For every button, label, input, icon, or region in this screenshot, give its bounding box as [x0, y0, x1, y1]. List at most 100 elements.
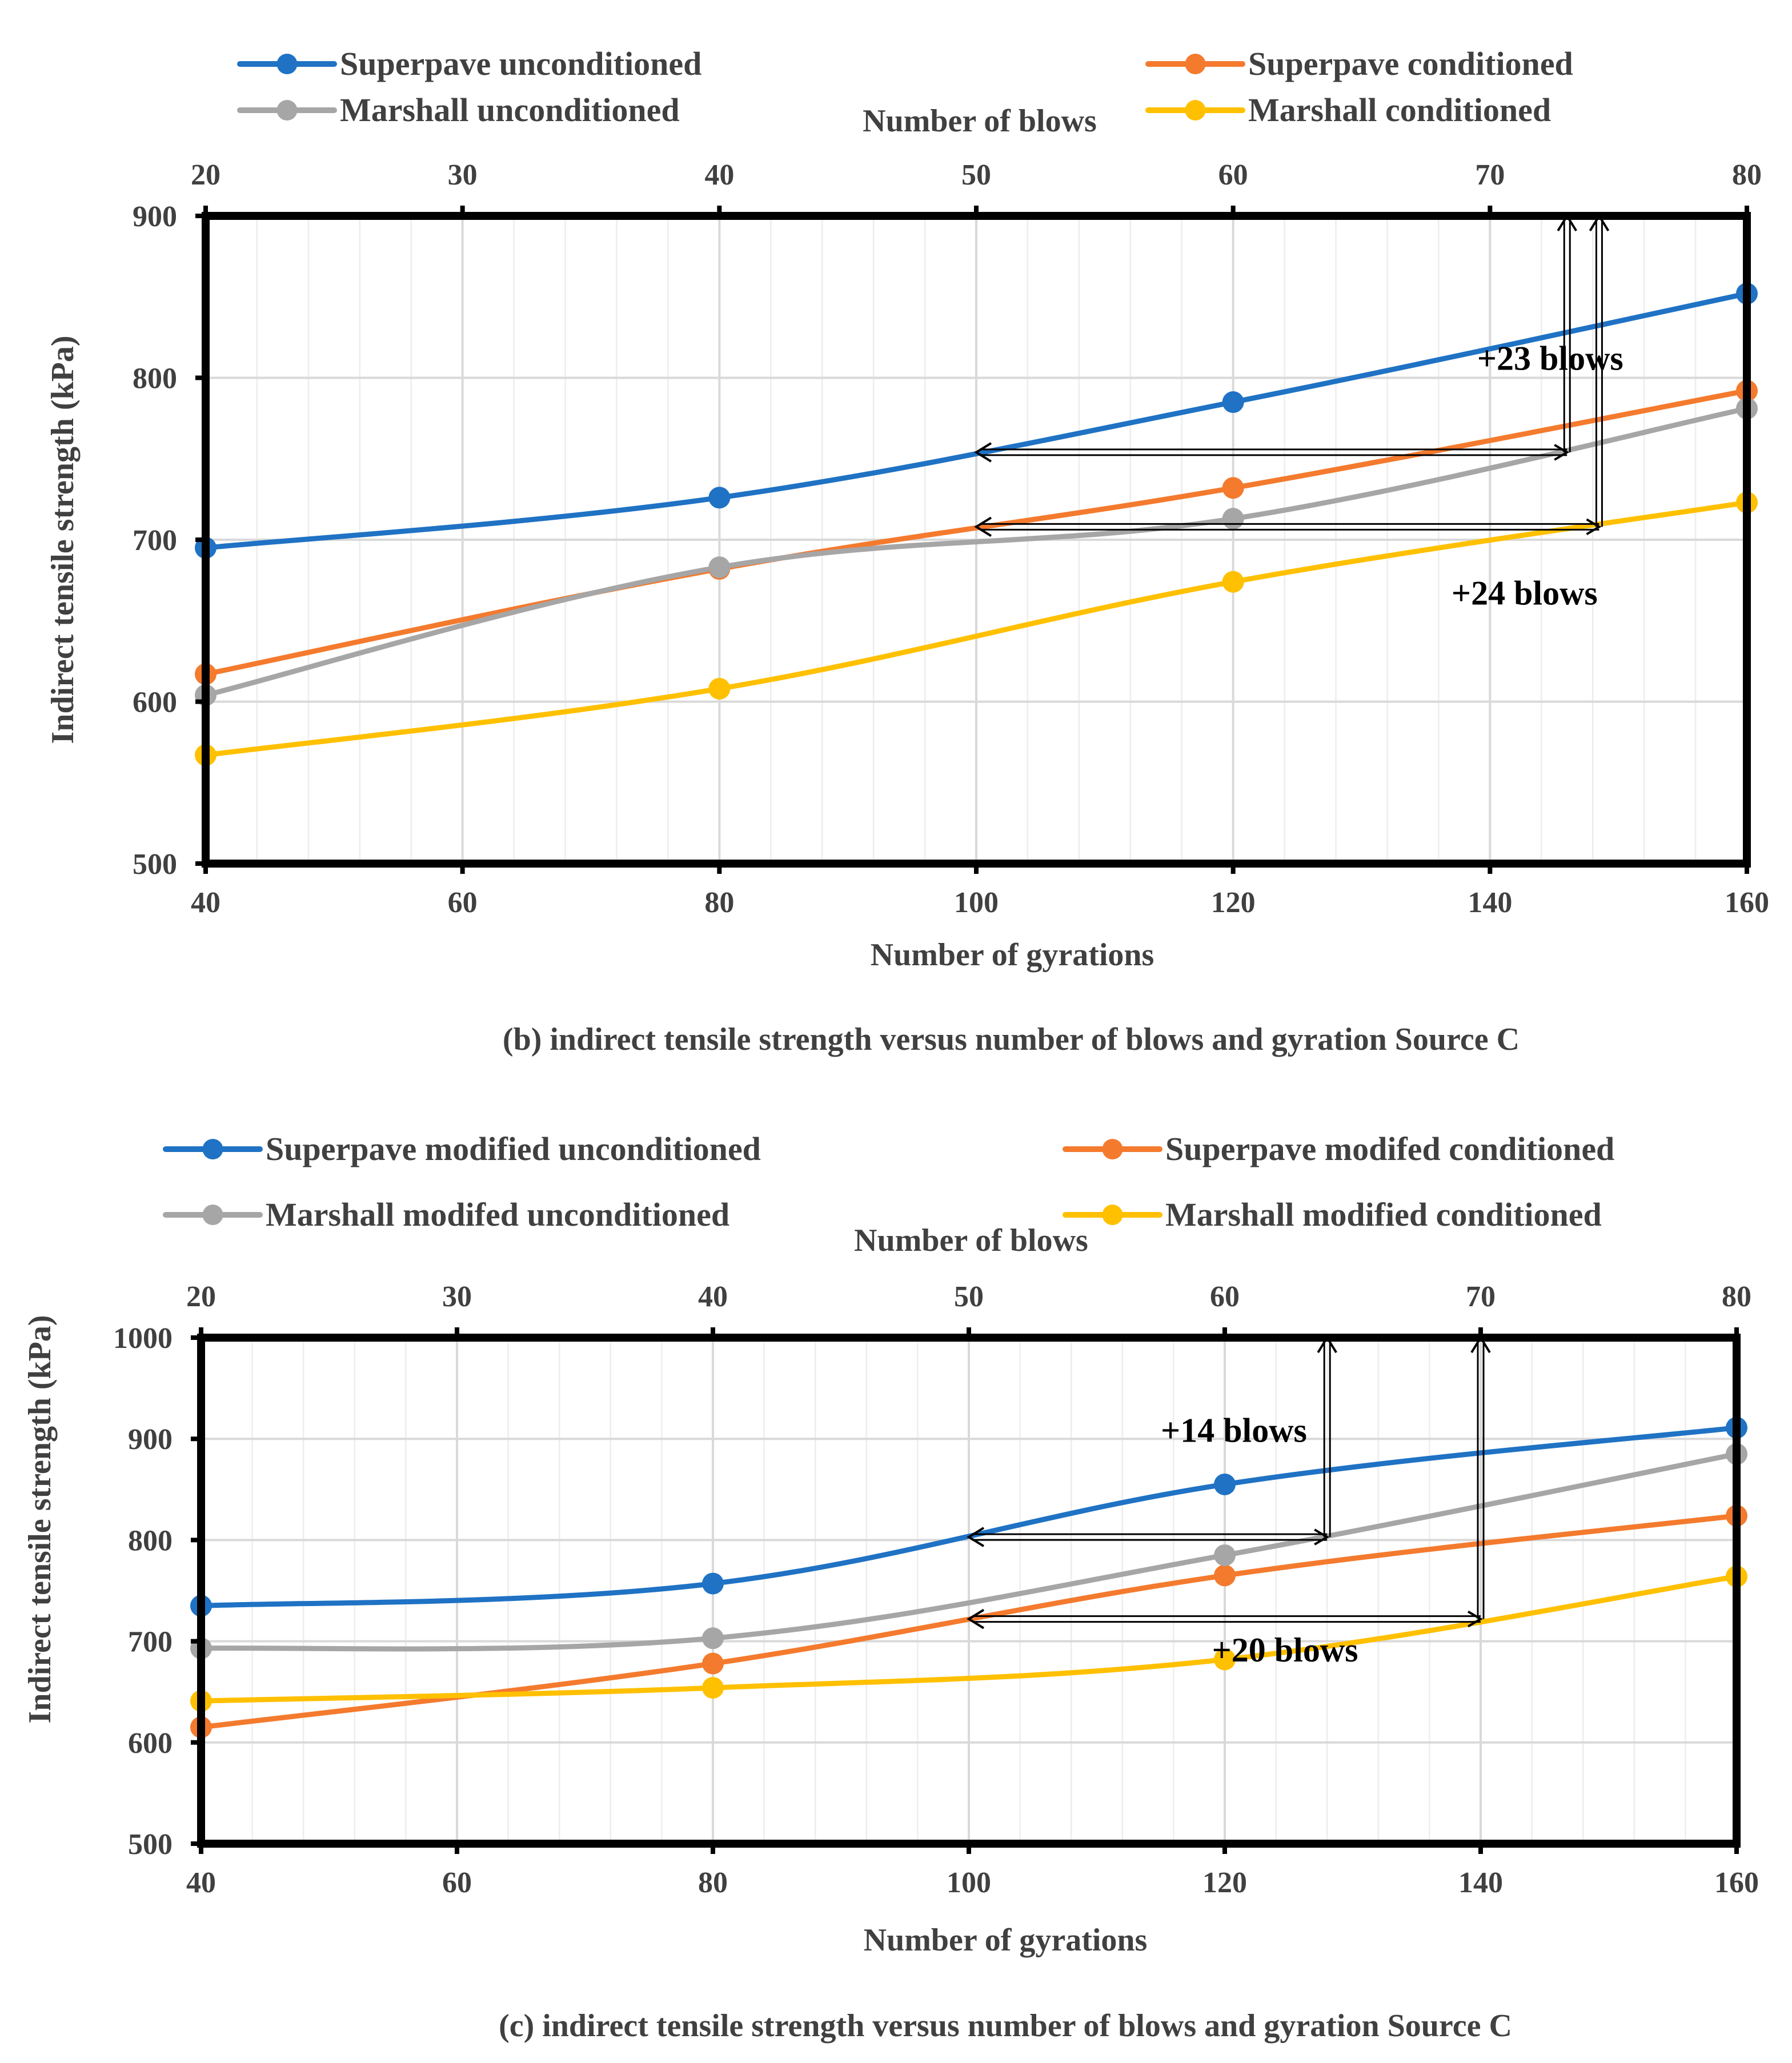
y-tick-label: 900	[128, 1423, 173, 1456]
x-tick-label: 60	[442, 1867, 472, 1899]
legend-item: Marshall conditioned	[1145, 91, 1551, 129]
x-tick-label: 100	[947, 1867, 991, 1899]
x2-tick-label: 50	[961, 159, 991, 191]
y-tick-label: 1000	[113, 1322, 173, 1355]
legend-label: Superpave modified unconditioned	[266, 1130, 761, 1167]
chart-b-x2-label: Number of blows	[863, 103, 1097, 139]
x2-tick-label: 40	[704, 159, 734, 191]
y-tick-label: 700	[128, 1626, 173, 1659]
x2-tick-label: 30	[448, 159, 478, 191]
data-point	[702, 1677, 724, 1699]
chart-c-caption: (c) indirect tensile strength versus num…	[499, 2008, 1512, 2044]
x2-tick-label: 70	[1475, 159, 1505, 191]
chart-b-x-label: Number of gyrations	[871, 937, 1154, 973]
legend-item: Superpave modifed conditioned	[1063, 1130, 1614, 1167]
x2-tick-label: 50	[954, 1281, 984, 1313]
legend-label: Marshall conditioned	[1248, 91, 1551, 129]
x-tick-label: 80	[704, 886, 734, 919]
x-tick-label: 40	[191, 886, 221, 919]
y-tick-label: 800	[128, 1524, 173, 1557]
y-tick-label: 500	[128, 1828, 173, 1861]
x-tick-label: 40	[186, 1867, 216, 1899]
data-point	[1222, 571, 1244, 593]
chart-c-annotation-1: +14 blows	[1161, 1412, 1307, 1450]
chart-c-x2-label: Number of blows	[854, 1223, 1088, 1258]
legend-item: Superpave modified unconditioned	[163, 1130, 761, 1167]
chart-c-arrows	[967, 1335, 1491, 1629]
x2-tick-label: 60	[1218, 159, 1248, 191]
data-point	[1222, 391, 1244, 414]
legend-label: Superpave unconditioned	[340, 45, 701, 82]
x-tick-label: 140	[1458, 1867, 1503, 1899]
legend-label: Superpave modifed conditioned	[1165, 1130, 1614, 1167]
x-tick-label: 140	[1468, 886, 1512, 919]
x-tick-label: 120	[1202, 1867, 1247, 1899]
y-tick-label: 600	[133, 687, 177, 719]
data-point	[1214, 1648, 1236, 1671]
blows-arrow-2	[974, 214, 1610, 537]
y-tick-label: 800	[133, 363, 177, 395]
x2-tick-label: 20	[191, 159, 221, 191]
series-line-3	[198, 1451, 1739, 1652]
chart-b-legend: Superpave unconditioned Superpave conditi…	[237, 45, 1573, 129]
chart-c-legend: Superpave modified unconditioned Superpav…	[163, 1130, 1614, 1233]
chart-b-ticks: 40 60 80 100 120 140 160 20 30 40 50 60 70 80 500 600 70…	[133, 159, 1769, 919]
y-tick-label: 700	[133, 524, 177, 557]
chart-c-ticks: 40 60 80 100 120 140 160 20 30 40 50 60 70 80 500 600 70…	[113, 1281, 1759, 1899]
data-point	[708, 677, 731, 700]
legend-label: Marshall modifed unconditioned	[266, 1196, 729, 1233]
x2-tick-label: 80	[1732, 159, 1762, 191]
data-point	[1214, 1473, 1236, 1495]
legend-label: Marshall unconditioned	[340, 91, 680, 129]
chart-b-annotation-2: +24 blows	[1452, 574, 1598, 612]
legend-item: Superpave conditioned	[1145, 45, 1573, 82]
x-tick-label: 160	[1714, 1867, 1759, 1899]
legend-marker	[1185, 54, 1206, 74]
legend-marker	[202, 1205, 223, 1225]
data-point	[708, 487, 731, 509]
legend-item: Marshall modifed unconditioned	[163, 1196, 729, 1233]
chart-b: 40 60 80 100 120 140 160 20 30 40 50 60 70 80 500 600 70…	[45, 45, 1769, 1057]
data-point	[1222, 508, 1244, 530]
x2-tick-label: 60	[1210, 1281, 1240, 1313]
data-point	[1222, 477, 1244, 499]
series-line-3	[203, 406, 1750, 698]
legend-label: Superpave conditioned	[1248, 45, 1573, 82]
data-point	[1214, 1544, 1236, 1566]
legend-label: Marshall modified conditioned	[1165, 1196, 1602, 1233]
data-point	[702, 1627, 724, 1649]
legend-item: Superpave unconditioned	[237, 45, 701, 82]
blows-arrow-1	[967, 1335, 1337, 1547]
chart-b-caption: (b) indirect tensile strength versus num…	[503, 1022, 1520, 1057]
series-line-4	[198, 1574, 1739, 1704]
series-line-1	[203, 291, 1750, 551]
y-tick-label: 600	[128, 1727, 173, 1760]
legend-marker	[1185, 100, 1206, 121]
x2-tick-label: 20	[186, 1281, 216, 1313]
chart-c-y-label: Indirect tensile strength (kPa)	[22, 1315, 58, 1724]
x-tick-label: 100	[954, 886, 999, 919]
x2-tick-label: 70	[1466, 1281, 1496, 1313]
series-line-4	[203, 500, 1750, 758]
legend-marker	[202, 1139, 223, 1159]
data-point	[702, 1652, 724, 1675]
chart-c-annotation-2: +20 blows	[1212, 1631, 1358, 1669]
chart-c: 40 60 80 100 120 140 160 20 30 40 50 60 70 80 500 600 70…	[22, 1130, 1759, 2044]
chart-c-x-label: Number of gyrations	[864, 1922, 1148, 1958]
chart-b-annotation-1: +23 blows	[1477, 339, 1623, 377]
legend-item: Marshall modified conditioned	[1063, 1196, 1602, 1233]
x2-tick-label: 40	[698, 1281, 728, 1313]
blows-arrow-2	[967, 1335, 1491, 1629]
data-point	[1214, 1564, 1236, 1587]
x2-tick-label: 80	[1722, 1281, 1751, 1313]
y-tick-label: 500	[133, 848, 177, 881]
legend-marker	[1102, 1139, 1123, 1159]
x-tick-label: 120	[1211, 886, 1256, 919]
y-tick-label: 900	[133, 200, 177, 233]
data-point	[708, 556, 731, 579]
legend-marker	[276, 54, 298, 74]
data-point	[702, 1572, 724, 1595]
legend-marker	[1102, 1205, 1123, 1225]
legend-marker	[276, 100, 298, 121]
